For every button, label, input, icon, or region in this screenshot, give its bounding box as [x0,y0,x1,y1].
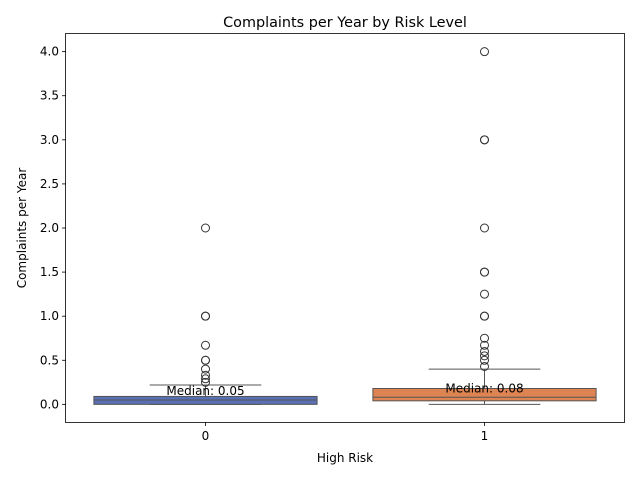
outlier-point [480,340,489,350]
y-axis: 0.0 0.5 1.0 1.5 2.0 2.5 3.0 3.5 4.0 [40,45,66,411]
outlier-point [201,377,210,387]
x-tick-label: 0 [202,429,210,443]
chart-title: Complaints per Year by Risk Level [223,15,467,31]
y-tick-label: 1.5 [40,265,59,279]
y-tick-label: 4.0 [40,45,59,59]
box-group-1: Median: 0.08 [372,47,597,405]
outlier-point [480,223,489,233]
outlier-point [201,370,210,380]
y-tick-label: 2.5 [40,177,59,191]
y-tick-label: 1.0 [40,309,59,323]
outlier-point [201,311,210,321]
y-tick-label: 0.0 [40,397,59,411]
outlier-point [480,47,489,57]
outlier-point [480,333,489,343]
outlier-point [480,346,489,356]
y-tick-label: 3.5 [40,89,59,103]
median-annotation: Median: 0.08 [445,381,523,395]
y-tick-label: 2.0 [40,221,59,235]
outlier-point [201,355,210,365]
plot-area: Median: 0.05 Median: 0.08 [93,47,597,405]
outlier-point [201,223,210,233]
y-axis-label: Complaints per Year [15,168,29,289]
outlier-point [201,374,210,384]
outlier-point [480,355,489,365]
outlier-point [480,135,489,145]
outlier-point [480,351,489,361]
x-tick-label: 1 [481,429,489,443]
outlier-point [480,311,489,321]
y-tick-label: 3.0 [40,133,59,147]
plot-frame [65,33,625,423]
outlier-point [480,361,489,371]
outlier-point [480,289,489,299]
outlier-point [201,364,210,374]
outlier-point [480,267,489,277]
y-tick-label: 0.5 [40,353,59,367]
median-annotation: Median: 0.05 [166,384,244,398]
x-axis-label: High Risk [317,451,373,465]
outlier-point [201,340,210,350]
box-group-0: Median: 0.05 [93,223,318,405]
